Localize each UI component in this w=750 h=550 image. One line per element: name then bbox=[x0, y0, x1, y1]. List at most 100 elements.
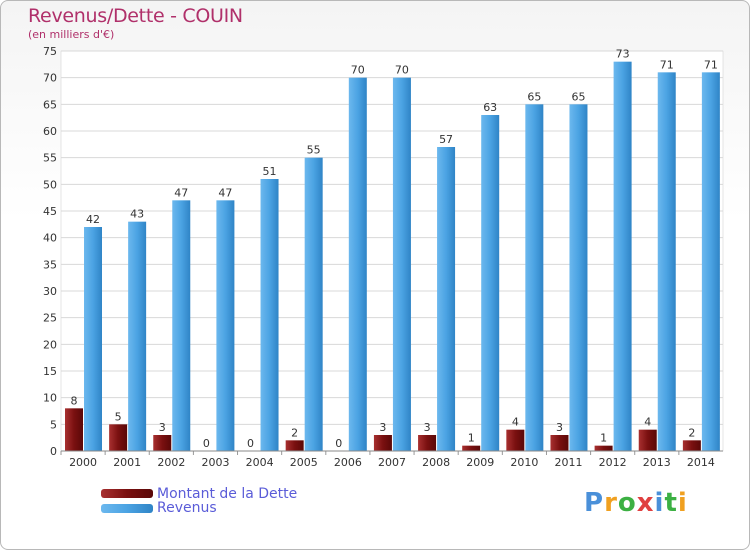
bar-dette-label: 0 bbox=[203, 437, 210, 450]
bar-revenus bbox=[392, 77, 411, 452]
legend-label-revenus: Revenus bbox=[157, 500, 217, 516]
y-tick-label: 35 bbox=[43, 258, 57, 271]
chart-title: Revenus/Dette - COUIN bbox=[28, 5, 243, 27]
bar-dette-label: 3 bbox=[379, 421, 386, 434]
bar-dette bbox=[65, 408, 83, 451]
bar-dette-label: 0 bbox=[247, 437, 254, 450]
bar-dette bbox=[550, 435, 569, 451]
y-tick-label: 75 bbox=[43, 45, 57, 58]
bar-revenus-label: 47 bbox=[174, 186, 188, 199]
x-tick-label: 2008 bbox=[422, 456, 450, 469]
legend-swatch-revenus bbox=[101, 504, 153, 513]
y-tick-label: 15 bbox=[43, 365, 57, 378]
bar-dette bbox=[462, 445, 481, 451]
bar-revenus-label: 51 bbox=[263, 165, 277, 178]
bar-revenus-label: 47 bbox=[218, 186, 232, 199]
bar-revenus bbox=[701, 72, 720, 451]
bar-dette bbox=[418, 435, 437, 451]
bar-revenus-label: 63 bbox=[483, 101, 497, 114]
bar-revenus bbox=[613, 61, 632, 452]
x-tick-label: 2003 bbox=[201, 456, 229, 469]
x-tick-label: 2007 bbox=[378, 456, 406, 469]
bar-dette-label: 5 bbox=[115, 410, 122, 423]
y-tick-label: 50 bbox=[43, 178, 57, 191]
bar-dette-label: 3 bbox=[159, 421, 166, 434]
bar-revenus-label: 71 bbox=[660, 58, 674, 71]
bar-dette bbox=[506, 429, 525, 451]
legend-swatch-dette bbox=[101, 489, 153, 498]
x-tick-label: 2014 bbox=[687, 456, 715, 469]
bar-revenus bbox=[260, 179, 279, 451]
bar-revenus bbox=[216, 200, 235, 451]
x-tick-label: 2000 bbox=[69, 456, 97, 469]
y-tick-label: 60 bbox=[43, 125, 57, 138]
bar-revenus bbox=[304, 157, 323, 451]
x-tick-label: 2004 bbox=[246, 456, 274, 469]
y-tick-label: 40 bbox=[43, 232, 57, 245]
bar-revenus-label: 57 bbox=[439, 133, 453, 146]
bar-dette-label: 3 bbox=[424, 421, 431, 434]
logo-letter: P bbox=[584, 488, 605, 518]
y-tick-label: 20 bbox=[43, 338, 57, 351]
bar-revenus-label: 70 bbox=[395, 64, 409, 77]
bar-revenus bbox=[569, 104, 588, 451]
bar-revenus bbox=[525, 104, 544, 451]
logo-letter: r bbox=[604, 488, 618, 518]
y-tick-label: 65 bbox=[43, 98, 57, 111]
x-tick-label: 2010 bbox=[510, 456, 538, 469]
bar-revenus bbox=[172, 200, 191, 451]
bar-dette-label: 2 bbox=[688, 426, 695, 439]
bar-dette-label: 0 bbox=[335, 437, 342, 450]
bar-dette bbox=[682, 440, 701, 451]
bar-dette-label: 1 bbox=[468, 432, 475, 445]
bar-dette-label: 4 bbox=[644, 416, 651, 429]
x-tick-label: 2009 bbox=[466, 456, 494, 469]
y-tick-label: 45 bbox=[43, 205, 57, 218]
chart-subtitle: (en milliers d'€) bbox=[28, 28, 115, 41]
bar-revenus-label: 42 bbox=[86, 213, 100, 226]
y-tick-label: 10 bbox=[43, 392, 57, 405]
bar-dette-label: 3 bbox=[556, 421, 563, 434]
bar-dette bbox=[285, 440, 304, 451]
bar-revenus bbox=[437, 147, 456, 451]
x-tick-label: 2001 bbox=[113, 456, 141, 469]
legend-label-dette: Montant de la Dette bbox=[157, 486, 298, 502]
bar-revenus-label: 43 bbox=[130, 208, 144, 221]
bar-revenus bbox=[84, 227, 102, 451]
x-tick-label: 2005 bbox=[290, 456, 318, 469]
y-tick-label: 25 bbox=[43, 312, 57, 325]
logo-letter: i bbox=[654, 488, 665, 518]
y-tick-label: 30 bbox=[43, 285, 57, 298]
y-tick-label: 70 bbox=[43, 72, 57, 85]
bar-dette bbox=[373, 435, 392, 451]
plot-background bbox=[60, 50, 724, 452]
proxiti-logo: Proxiti bbox=[584, 488, 688, 518]
bar-revenus bbox=[657, 72, 676, 451]
bar-revenus-label: 55 bbox=[307, 144, 321, 157]
y-tick-label: 5 bbox=[50, 418, 57, 431]
bar-revenus bbox=[128, 221, 147, 451]
logo-letter: x bbox=[636, 488, 655, 518]
bar-revenus bbox=[481, 115, 500, 451]
bar-dette bbox=[109, 424, 128, 451]
x-tick-label: 2006 bbox=[334, 456, 362, 469]
bar-revenus-label: 70 bbox=[351, 64, 365, 77]
bar-revenus-label: 65 bbox=[571, 90, 585, 103]
bar-dette bbox=[638, 429, 657, 451]
logo-letter: o bbox=[617, 488, 637, 518]
x-tick-label: 2013 bbox=[643, 456, 671, 469]
y-tick-label: 0 bbox=[50, 445, 57, 458]
bar-revenus-label: 71 bbox=[704, 58, 718, 71]
logo-letter: t bbox=[664, 488, 678, 518]
x-tick-label: 2002 bbox=[157, 456, 185, 469]
bar-revenus bbox=[348, 77, 367, 452]
bar-dette-label: 4 bbox=[512, 416, 519, 429]
x-tick-label: 2012 bbox=[599, 456, 627, 469]
bar-revenus-label: 65 bbox=[527, 90, 541, 103]
logo-letter: i bbox=[677, 488, 688, 518]
bar-dette bbox=[594, 445, 613, 451]
bar-dette-label: 8 bbox=[71, 394, 78, 407]
bar-dette-label: 2 bbox=[291, 426, 298, 439]
